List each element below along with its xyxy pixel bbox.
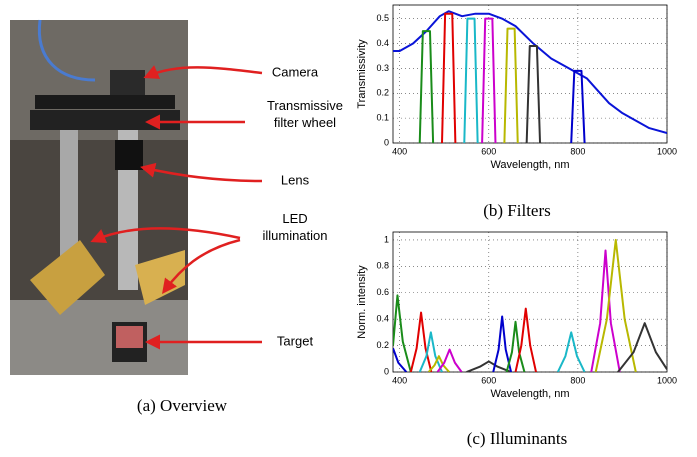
- y-tick-label: 0.5: [376, 13, 389, 23]
- series-line: [436, 348, 463, 372]
- series-line: [441, 12, 457, 143]
- y-tick-label: 0: [384, 137, 389, 147]
- x-axis-label: Wavelength, nm: [490, 388, 569, 400]
- annotation-arrows: [90, 65, 263, 350]
- x-tick-label: 600: [481, 375, 496, 385]
- series-line: [525, 45, 542, 143]
- series-line: [594, 238, 637, 372]
- y-axis-label: Transmissivity: [356, 39, 368, 109]
- annotation-label: Target: [277, 333, 314, 348]
- y-tick-label: 0.8: [376, 261, 389, 271]
- x-tick-label: 800: [570, 146, 585, 156]
- series-line: [617, 322, 667, 372]
- series-line: [570, 69, 586, 143]
- annotation-label: Transmissive: [267, 98, 343, 113]
- caption: (b) Filters: [483, 201, 551, 220]
- plot-frame: [392, 4, 668, 144]
- series-line: [481, 17, 497, 143]
- y-tick-label: 0.3: [376, 63, 389, 73]
- series-line: [418, 30, 435, 143]
- plot-area: [393, 238, 667, 372]
- y-tick-label: 0.1: [376, 113, 389, 123]
- y-tick-label: 1: [384, 234, 389, 244]
- x-tick-label: 400: [392, 375, 407, 385]
- series-line: [393, 347, 408, 372]
- series-line: [463, 17, 479, 143]
- y-axis-label: Norm. intensity: [356, 265, 368, 339]
- annotation-label: LED: [282, 211, 307, 226]
- series-line: [393, 294, 412, 372]
- y-tick-label: 0.6: [376, 287, 389, 297]
- x-tick-label: 600: [481, 146, 496, 156]
- annotation-label: filter wheel: [274, 115, 336, 130]
- x-tick-label: 400: [392, 146, 407, 156]
- annotation-label: Camera: [272, 64, 319, 79]
- series-line: [393, 10, 667, 135]
- series-line: [427, 355, 450, 372]
- photo: [10, 19, 188, 375]
- series-line: [590, 249, 621, 372]
- caption: (c) Illuminants: [467, 429, 568, 448]
- series-line: [505, 320, 526, 372]
- annotation-label: illumination: [262, 228, 327, 243]
- x-axis-label: Wavelength, nm: [490, 159, 569, 171]
- y-tick-label: 0.2: [376, 88, 389, 98]
- series-line: [492, 315, 513, 372]
- y-tick-label: 0.4: [376, 314, 389, 324]
- series-line: [556, 331, 586, 372]
- plot-area: [393, 10, 667, 143]
- y-tick-label: 0.4: [376, 38, 389, 48]
- x-tick-label: 1000: [657, 375, 677, 385]
- series-line: [418, 331, 443, 372]
- caption: (a) Overview: [137, 396, 228, 415]
- annotation-label: Lens: [281, 172, 310, 187]
- x-tick-label: 800: [570, 375, 585, 385]
- x-tick-label: 1000: [657, 146, 677, 156]
- series-line: [409, 311, 433, 372]
- y-tick-label: 0.2: [376, 340, 389, 350]
- series-line: [466, 360, 512, 372]
- plot-frame: [392, 231, 668, 373]
- y-tick-label: 0: [384, 366, 389, 376]
- series-line: [503, 27, 519, 143]
- series-line: [514, 307, 537, 372]
